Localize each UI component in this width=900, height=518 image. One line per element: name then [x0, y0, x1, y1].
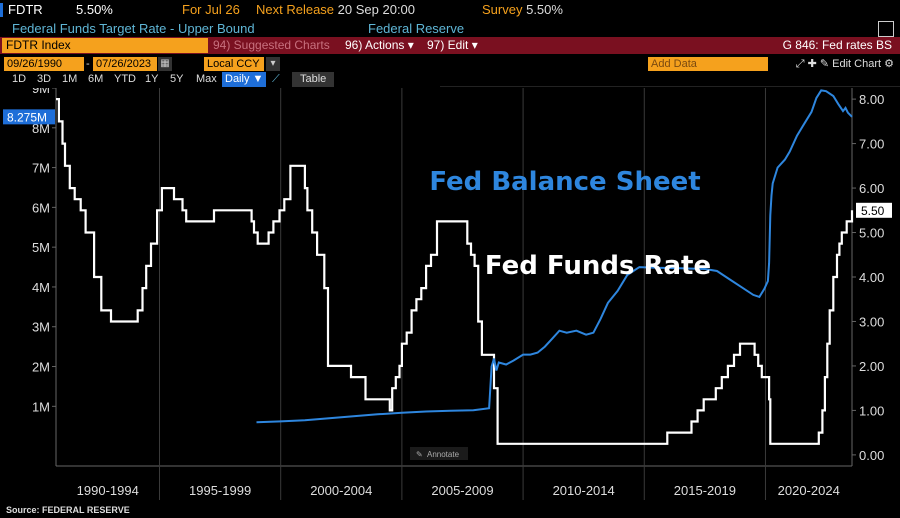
- fullscreen-icon[interactable]: ⤢: [795, 58, 805, 70]
- left-tick-label: 9M: [32, 88, 50, 96]
- add-icon[interactable]: ✚: [807, 58, 820, 70]
- period-6m[interactable]: 6M: [88, 73, 104, 85]
- period-3d[interactable]: 3D: [37, 73, 52, 85]
- left-tick-label: 8M: [32, 121, 50, 136]
- x-axis: 1990-1994 1995-1999 2000-2004 2005-2009 2010…: [56, 88, 852, 500]
- chevron-down-icon[interactable]: ▾: [266, 57, 280, 71]
- left-tick-label: 1M: [32, 399, 50, 414]
- next-release-value: 20 Sep 20:00: [337, 2, 416, 17]
- period-1m[interactable]: 1M: [62, 73, 78, 85]
- right-tick-label: 6.00: [859, 181, 884, 196]
- right-tick-label: 0.00: [859, 448, 884, 463]
- security-description: Federal Funds Target Rate - Upper Bound: [12, 21, 255, 36]
- x-tick-label: 2005-2009: [431, 483, 493, 498]
- edit-chart-button[interactable]: ✎ Edit Chart: [819, 58, 882, 70]
- left-tick-label: 2M: [32, 360, 50, 375]
- frequency-select[interactable]: Daily ▼: [222, 72, 267, 87]
- period-5y[interactable]: 5Y: [170, 73, 184, 85]
- x-tick-label: 2000-2004: [310, 483, 372, 498]
- left-axis: 1M 2M 3M 4M 5M 6M 7M 8M 9M: [32, 88, 57, 466]
- balance-sheet-line: [256, 89, 853, 424]
- right-tick-label: 7.00: [859, 137, 884, 152]
- survey-value: 5.50%: [526, 2, 563, 17]
- left-tick-label: 4M: [32, 280, 50, 295]
- line-chart-icon[interactable]: ⟋: [272, 73, 280, 85]
- end-date-input[interactable]: 07/26/2023: [93, 57, 157, 71]
- security-source: Federal Reserve: [368, 21, 465, 36]
- graph-title: G 846: Fed rates BS: [782, 38, 892, 52]
- x-tick-label: 2020-2024: [778, 483, 840, 498]
- calendar-icon[interactable]: ▦: [158, 57, 172, 71]
- left-last-value-tag: 8.275M: [3, 109, 55, 125]
- period-1y[interactable]: 1Y: [145, 73, 159, 85]
- annotate-label: Annotate: [427, 450, 460, 459]
- right-tick-label: 3.00: [859, 314, 884, 329]
- date-separator: -: [86, 58, 90, 70]
- toolbar-divider: [440, 86, 900, 87]
- svg-text:✎: ✎: [416, 450, 423, 459]
- start-date-input[interactable]: 09/26/1990: [4, 57, 84, 71]
- fed-funds-rate-annotation: Fed Funds Rate: [485, 251, 711, 281]
- left-tick-label: 7M: [32, 161, 50, 176]
- right-axis: 0.00 1.00 2.00 3.00 4.00 5.00 6.00 7.00 8.00: [851, 88, 884, 466]
- security-header: FDTR 5.50% For Jul 26 Next Release 20 Se…: [0, 0, 900, 20]
- source-note: Source: FEDERAL RESERVE: [6, 505, 130, 515]
- chart: 1990-1994 1995-1999 2000-2004 2005-2009 2010…: [3, 88, 892, 500]
- right-tick-label: 4.00: [859, 270, 884, 285]
- right-tick-label: 5.00: [859, 226, 884, 241]
- fed-funds-rate-line: [56, 98, 854, 445]
- x-tick-label: 2010-2014: [553, 483, 615, 498]
- right-tick-label: 2.00: [859, 359, 884, 374]
- expand-icon[interactable]: [878, 21, 894, 37]
- x-tick-label: 2015-2019: [674, 483, 736, 498]
- edit-chart-label: Edit Chart: [832, 58, 882, 70]
- gear-icon[interactable]: ⚙: [884, 58, 894, 70]
- for-date: For Jul 26: [182, 2, 240, 17]
- index-name-field[interactable]: FDTR Index: [2, 38, 208, 53]
- next-release: Next Release 20 Sep 20:00: [256, 0, 415, 20]
- right-tick-label: 8.00: [859, 92, 884, 107]
- plot-background: [56, 88, 852, 500]
- add-data-input[interactable]: Add Data: [648, 57, 768, 71]
- period-bar: 1D 3D 1M 6M YTD 1Y 5Y Max Daily ▼ ⟋ Tabl…: [0, 72, 900, 87]
- left-tick-label: 3M: [32, 320, 50, 335]
- actions-menu[interactable]: 96) Actions ▾: [345, 38, 414, 52]
- suggested-charts-button[interactable]: 94) Suggested Charts: [213, 38, 330, 52]
- balance-sheet-annotation: Fed Balance Sheet: [429, 167, 700, 197]
- left-tick-label: 6M: [32, 200, 50, 215]
- table-button[interactable]: Table: [292, 72, 335, 87]
- period-1d[interactable]: 1D: [12, 73, 27, 85]
- x-tick-label: 1990-1994: [77, 483, 139, 498]
- x-tick-label: 1995-1999: [189, 483, 251, 498]
- period-max[interactable]: Max: [196, 73, 217, 85]
- right-last-value-tag: 5.50: [856, 202, 892, 218]
- range-bar: 09/26/1990 - 07/26/2023 ▦ Local CCY ▾ Ad…: [0, 56, 900, 72]
- period-ytd[interactable]: YTD: [114, 73, 136, 85]
- edit-menu[interactable]: 97) Edit ▾: [427, 38, 478, 52]
- description-row: Federal Funds Target Rate - Upper Bound …: [0, 20, 900, 37]
- left-tick-label: 5M: [32, 240, 50, 255]
- annotate-button[interactable]: ✎ Annotate: [410, 447, 468, 460]
- survey: Survey 5.50%: [482, 0, 563, 20]
- last-value: 5.50%: [76, 2, 113, 17]
- command-bar: FDTR Index 94) Suggested Charts 96) Acti…: [0, 37, 900, 54]
- survey-label: Survey: [482, 2, 523, 17]
- currency-select[interactable]: Local CCY: [204, 57, 264, 71]
- next-release-label: Next Release: [256, 2, 335, 17]
- right-tick-label: 1.00: [859, 403, 884, 418]
- left-last-value: 8.275M: [7, 110, 47, 124]
- ticker-symbol[interactable]: FDTR: [0, 3, 46, 17]
- chart-tools: ⤢ ✚ ✎ Edit Chart ⚙: [796, 56, 894, 72]
- right-last-value: 5.50: [861, 204, 885, 218]
